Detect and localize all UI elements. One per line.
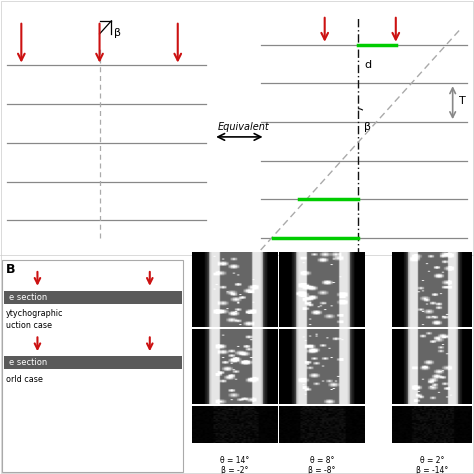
Text: e section: e section: [9, 293, 47, 302]
Text: Difference: Difference: [376, 406, 383, 443]
Text: d: d: [364, 61, 371, 71]
Text: β: β: [364, 122, 371, 132]
Text: Generated: Generated: [376, 348, 383, 385]
Text: uction case: uction case: [6, 321, 52, 330]
Text: Ground
truth: Ground truth: [373, 277, 386, 302]
Text: C: C: [191, 262, 201, 274]
Text: Equivalent: Equivalent: [218, 122, 270, 132]
Text: θ = 8°
β = -8°: θ = 8° β = -8°: [308, 456, 336, 474]
Text: e section: e section: [9, 358, 47, 367]
FancyBboxPatch shape: [2, 260, 183, 472]
Text: ytychographic: ytychographic: [6, 310, 63, 319]
Text: β: β: [114, 27, 121, 38]
FancyBboxPatch shape: [4, 356, 182, 369]
Text: θ = 2°
β = -14°: θ = 2° β = -14°: [416, 456, 448, 474]
Text: T: T: [459, 96, 465, 106]
Text: orld case: orld case: [6, 375, 43, 384]
FancyBboxPatch shape: [4, 291, 182, 304]
Text: θ = 14°
β = -2°: θ = 14° β = -2°: [220, 456, 249, 474]
Text: B: B: [6, 263, 15, 275]
